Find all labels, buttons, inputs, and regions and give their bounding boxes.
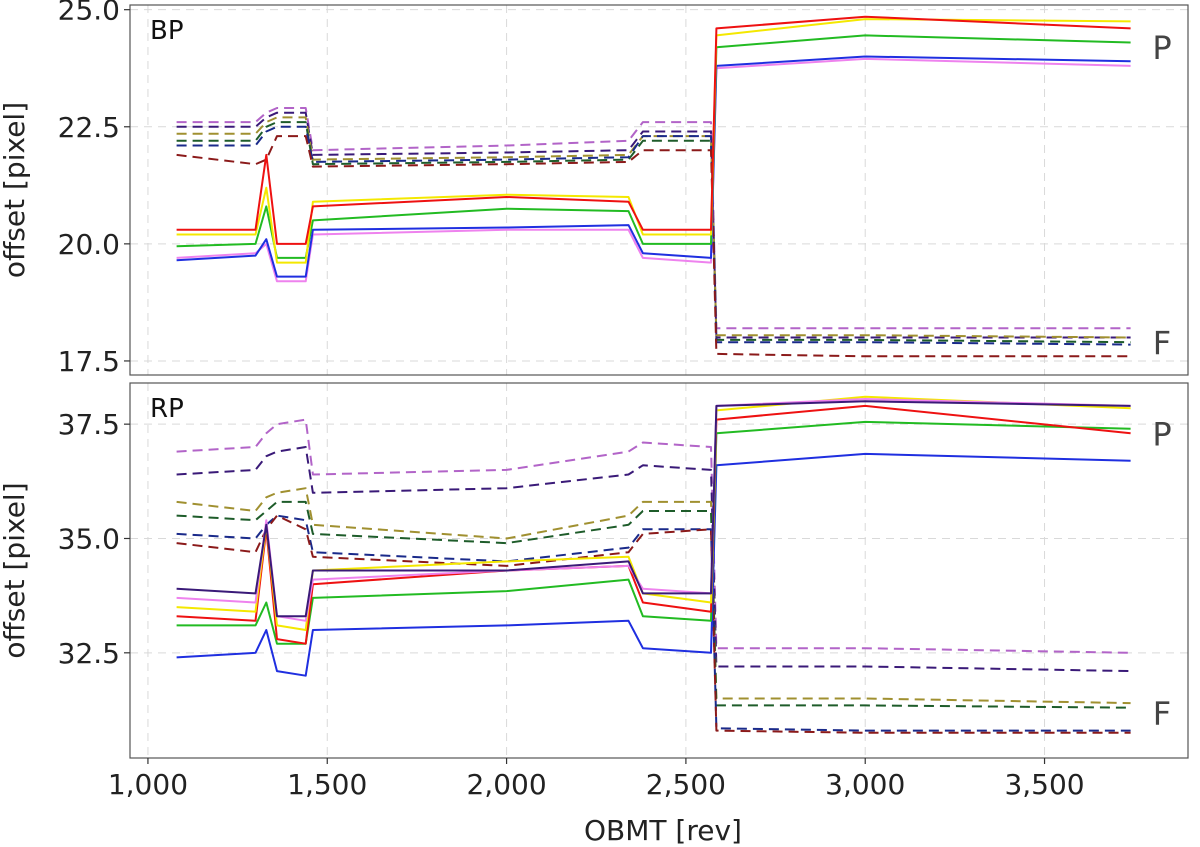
y-axis-label: offset [pixel] <box>0 102 31 278</box>
series-group-label: F <box>1153 694 1171 732</box>
x-tick-label: 3,500 <box>1004 768 1084 801</box>
series-group-label: P <box>1152 415 1171 453</box>
series-line <box>176 446 1131 673</box>
x-tick-label: 2,000 <box>466 768 546 801</box>
y-tick-label: 25.0 <box>58 0 120 27</box>
y-axis-label: offset [pixel] <box>0 482 31 658</box>
series-group-label: F <box>1153 324 1171 362</box>
x-axis-label: OBMT [rev] <box>584 814 742 847</box>
series-line <box>176 111 1131 339</box>
series-group-label: P <box>1152 29 1171 67</box>
panel-label: RP <box>150 394 184 424</box>
x-tick-label: 2,500 <box>646 768 726 801</box>
plot-background <box>130 383 1188 758</box>
series-line <box>176 135 1131 358</box>
y-tick-label: 20.0 <box>58 228 120 261</box>
y-tick-label: 17.5 <box>58 345 120 378</box>
plot-frame <box>129 382 1189 759</box>
panel-label: BP <box>150 16 184 46</box>
x-tick-label: 1,500 <box>287 768 367 801</box>
x-tick-label: 1,000 <box>108 768 188 801</box>
plot-background <box>130 5 1188 375</box>
y-tick-label: 37.5 <box>58 408 120 441</box>
y-tick-label: 32.5 <box>58 637 120 670</box>
plot-frame <box>129 4 1189 376</box>
series-line <box>176 400 1131 618</box>
y-tick-label: 35.0 <box>58 522 120 555</box>
series-line <box>176 418 1131 654</box>
y-tick-label: 22.5 <box>58 111 120 144</box>
x-tick-label: 3,000 <box>825 768 905 801</box>
series-line <box>176 15 1131 245</box>
series-line <box>176 116 1131 339</box>
